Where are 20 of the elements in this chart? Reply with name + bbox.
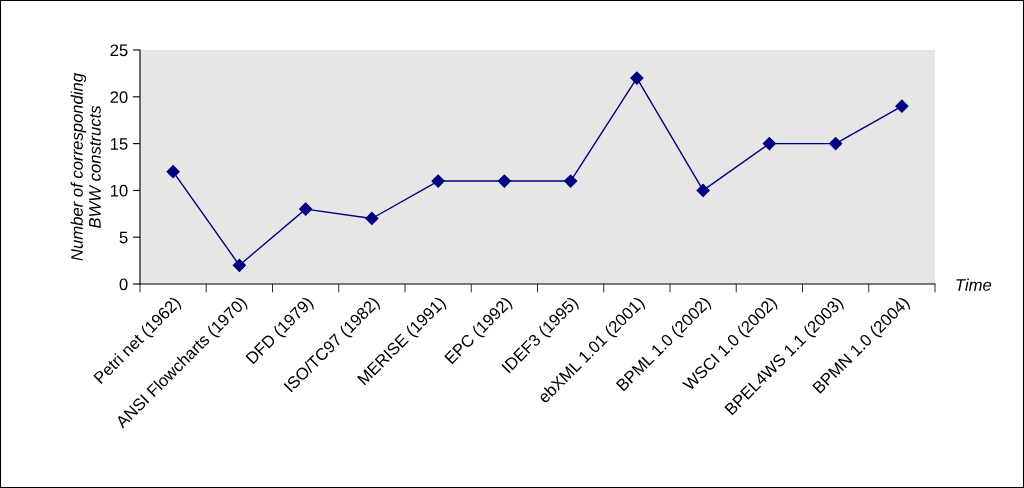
point xyxy=(630,71,644,85)
y-tick-label: 25 xyxy=(110,44,128,57)
point xyxy=(299,202,313,216)
point xyxy=(895,99,909,113)
point xyxy=(696,183,710,197)
point xyxy=(431,174,445,188)
point xyxy=(365,211,379,226)
point xyxy=(166,165,180,179)
y-tick-label: 20 xyxy=(110,91,128,103)
y-tick-label: 5 xyxy=(119,231,128,244)
x-axis-title: Time xyxy=(956,278,992,291)
y-tick-label: 15 xyxy=(110,138,128,150)
y-axis-title: Number of corresponding BWW constructs xyxy=(70,73,101,261)
point xyxy=(232,258,246,272)
y-tick-label: 10 xyxy=(110,184,128,197)
point xyxy=(564,174,578,188)
point xyxy=(497,174,511,188)
point xyxy=(829,137,843,151)
y-tick-label: 0 xyxy=(119,278,128,291)
point xyxy=(762,137,776,151)
